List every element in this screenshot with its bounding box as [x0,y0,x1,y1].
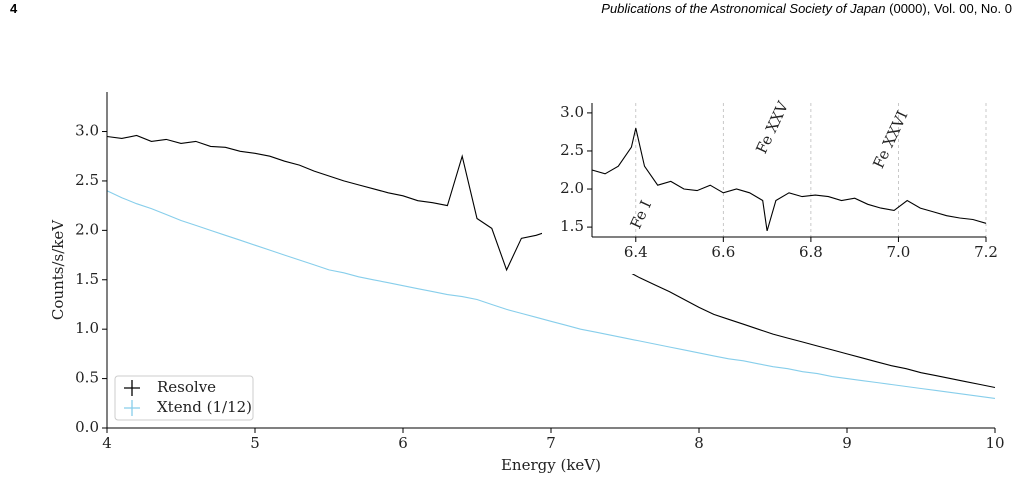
y-tick-label: 3.0 [560,103,584,121]
y-tick-label: 1.0 [75,319,99,337]
running-head: Publications of the Astronomical Society… [601,1,1012,16]
legend-marker [124,400,140,416]
x-axis-label: Energy (keV) [501,456,601,474]
y-axis-label: Counts/s/keV [49,219,67,320]
y-tick-label: 0.5 [75,369,99,387]
x-tick-label: 6.4 [624,243,648,261]
x-tick-label: 7 [546,434,556,452]
page-number: 4 [10,1,18,16]
x-tick-label: 6 [398,434,408,452]
legend-label: Xtend (1/12) [157,398,252,416]
y-tick-label: 1.5 [75,270,99,288]
y-tick-label: 1.5 [560,217,584,235]
y-tick-label: 2.5 [75,171,99,189]
legend-marker [124,380,140,396]
journal: Publications of the Astronomical Society… [601,1,885,16]
legend-box [114,375,254,421]
axes: 4 5 6 7 8 9 10 0.0 0.5 1.0 1.5 2.0 2.5 3.0 Energy (keV… [49,92,1005,474]
x-tick-label: 6.6 [711,243,735,261]
y-tick-label: 0.0 [75,418,99,436]
issue: (0000), Vol. 00, No. 0 [889,1,1012,16]
x-tick-label: 4 [102,434,112,452]
x-tick-label: 5 [250,434,260,452]
x-tick-label: 8 [694,434,704,452]
y-tick-label: 2.0 [560,179,584,197]
x-tick-label: 6.8 [799,243,823,261]
x-tick-label: 9 [842,434,852,452]
x-tick-label: 7.0 [887,243,911,261]
spectrum-line [106,190,996,399]
y-tick-label: 2.0 [75,220,99,238]
x-tick-label: 7.2 [974,243,998,261]
y-tick-label: 2.5 [560,141,584,159]
inset-background [542,95,996,274]
y-tick-label: 3.0 [75,122,99,140]
legend-label: Resolve [157,378,216,396]
x-tick-label: 10 [985,434,1004,452]
spectrum-line [591,127,987,232]
